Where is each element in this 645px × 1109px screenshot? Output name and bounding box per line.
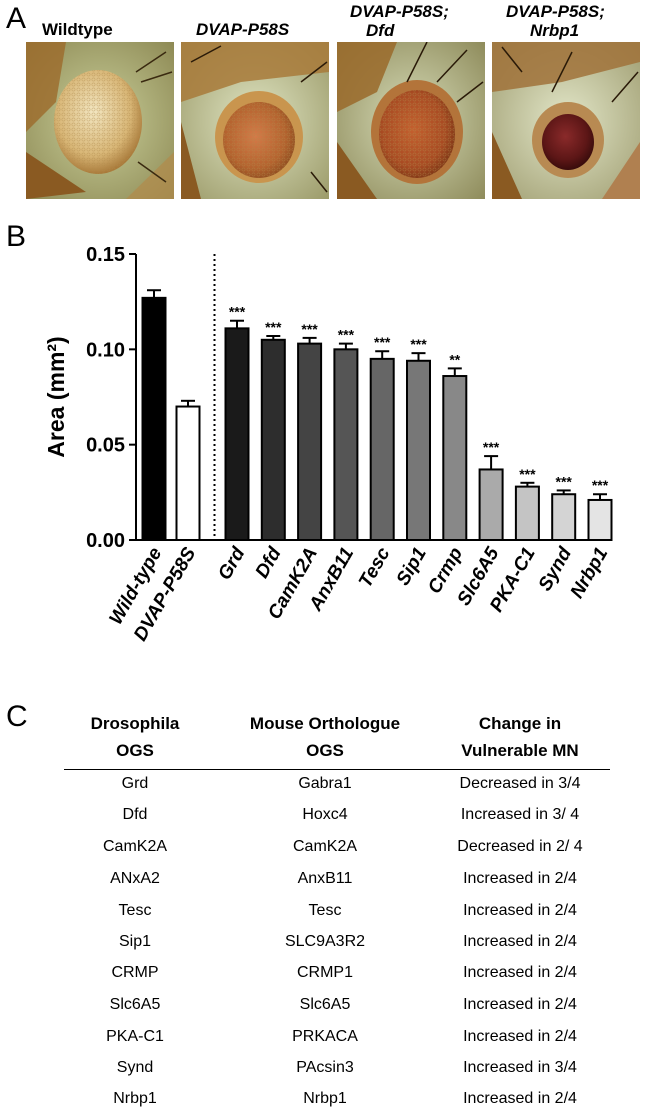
table-cell-r5-c2: Increased in 2/4 — [463, 933, 577, 950]
bar-pka-c1 — [514, 485, 540, 542]
photo-label-dvap-dfd-line1: DVAP-P58S; — [350, 2, 449, 21]
table-cell-r8-c2: Increased in 2/4 — [463, 1028, 577, 1045]
table-cell-r2-c2: Decreased in 2/ 4 — [457, 838, 583, 855]
table-cell-r0-c2: Decreased in 3/4 — [459, 775, 581, 792]
significance-label: *** — [338, 327, 355, 343]
table-cell-r0-c0: Grd — [121, 775, 149, 792]
table-cell-r7-c2: Increased in 2/4 — [463, 996, 577, 1013]
photo-label-dvap-nrbp1-line1: DVAP-P58S; — [506, 2, 605, 21]
bar-slc6a5 — [478, 468, 504, 542]
eye-photo-wildtype — [26, 42, 174, 199]
significance-label: *** — [229, 304, 246, 320]
y-tick-label: 0.15 — [86, 244, 125, 266]
table-cell-r4-c0: Tesc — [118, 902, 152, 919]
table-header-drosophila-line2: OGS — [116, 741, 154, 760]
table-cell-r7-c0: Slc6A5 — [109, 996, 161, 1013]
table-cell-r6-c0: CRMP — [111, 964, 159, 981]
x-tick-label: Dfd — [252, 544, 286, 582]
table-cell-r1-c2: Increased in 3/ 4 — [460, 806, 580, 823]
panel-letter-a: A — [6, 2, 27, 35]
bar-dfd — [260, 338, 286, 541]
photo-label-wildtype: Wildtype — [42, 20, 113, 39]
bar-crmp — [442, 375, 468, 541]
y-tick-label: 0.10 — [86, 339, 125, 361]
table-cell-r10-c1: Nrbp1 — [303, 1090, 347, 1107]
table-cell-r6-c1: CRMP1 — [296, 964, 353, 981]
table-header-drosophila-line1: Drosophila — [90, 714, 180, 733]
significance-label: *** — [592, 477, 609, 493]
table-header-rule — [64, 769, 610, 770]
bar-tesc — [369, 357, 395, 541]
bar-synd — [551, 493, 577, 541]
table-header-change-line1: Change in — [478, 714, 562, 733]
x-tick-label: Nrbp1 — [567, 544, 613, 602]
photo-label-dvap-dfd-line2: Dfd — [366, 21, 395, 40]
panel-letter-b: B — [6, 220, 27, 253]
significance-label: *** — [556, 473, 573, 489]
table-cell-r5-c0: Sip1 — [118, 933, 152, 950]
table-header-mouse-line1: Mouse Orthologue — [249, 714, 401, 733]
eye-photo-dvap — [181, 42, 329, 199]
significance-label: *** — [301, 321, 318, 337]
bar-sip1 — [406, 359, 431, 541]
table-cell-r8-c0: PKA-C1 — [106, 1028, 164, 1045]
bar-grd — [224, 327, 250, 541]
bar-camk2a — [297, 342, 323, 542]
table-cell-r0-c1: Gabra1 — [298, 775, 352, 792]
bar-anxb11 — [333, 348, 359, 541]
table-cell-r7-c1: Slc6A5 — [299, 996, 351, 1013]
significance-label: *** — [483, 439, 500, 455]
table-cell-r10-c2: Increased in 2/4 — [463, 1090, 577, 1107]
bar-nrbp1 — [587, 498, 613, 541]
table-cell-r4-c2: Increased in 2/4 — [463, 902, 577, 919]
bar-wild-type — [141, 296, 167, 541]
significance-label: *** — [519, 466, 536, 482]
table-cell-r3-c1: AnxB11 — [297, 870, 353, 887]
eye-photo-dvap-dfd — [337, 42, 485, 199]
x-tick-label: Sip1 — [393, 544, 431, 589]
eye-photo-dvap-nrbp1 — [492, 42, 640, 199]
table-header-change-line2: Vulnerable MN — [461, 741, 579, 760]
table-cell-r2-c0: CamK2A — [102, 838, 168, 855]
significance-label: ** — [449, 351, 460, 367]
x-tick-label: Grd — [214, 544, 249, 584]
significance-label: *** — [265, 319, 282, 335]
table-cell-r9-c2: Increased in 3/4 — [463, 1059, 577, 1076]
table-cell-r5-c1: SLC9A3R2 — [284, 933, 366, 950]
x-tick-label: Tesc — [355, 544, 395, 592]
significance-label: *** — [410, 336, 427, 352]
table-cell-r9-c0: Synd — [116, 1059, 154, 1076]
table-header-mouse-line2: OGS — [306, 741, 344, 760]
y-tick-label: 0.00 — [86, 530, 125, 552]
table-cell-r10-c0: Nrbp1 — [113, 1090, 157, 1107]
y-axis-label: Area (mm²) — [43, 336, 69, 457]
table-cell-r1-c1: Hoxc4 — [302, 806, 348, 823]
table-cell-r8-c1: PRKACA — [292, 1028, 358, 1045]
y-tick-label: 0.05 — [86, 435, 125, 457]
table-cell-r1-c0: Dfd — [122, 806, 148, 823]
table-cell-r3-c0: ANxA2 — [110, 870, 160, 887]
significance-label: *** — [374, 334, 391, 350]
bar-dvap-p58s — [175, 405, 201, 541]
photo-label-dvap: DVAP-P58S — [196, 20, 290, 39]
table-cell-r2-c1: CamK2A — [292, 838, 358, 855]
table-cell-r3-c2: Increased in 2/4 — [463, 870, 577, 887]
table-cell-r9-c1: PAcsin3 — [296, 1059, 354, 1076]
photo-label-dvap-nrbp1-line2: Nrbp1 — [530, 21, 580, 40]
table-cell-r4-c1: Tesc — [308, 902, 342, 919]
table-cell-r6-c2: Increased in 2/4 — [463, 964, 577, 981]
panel-letter-c: C — [6, 700, 28, 733]
